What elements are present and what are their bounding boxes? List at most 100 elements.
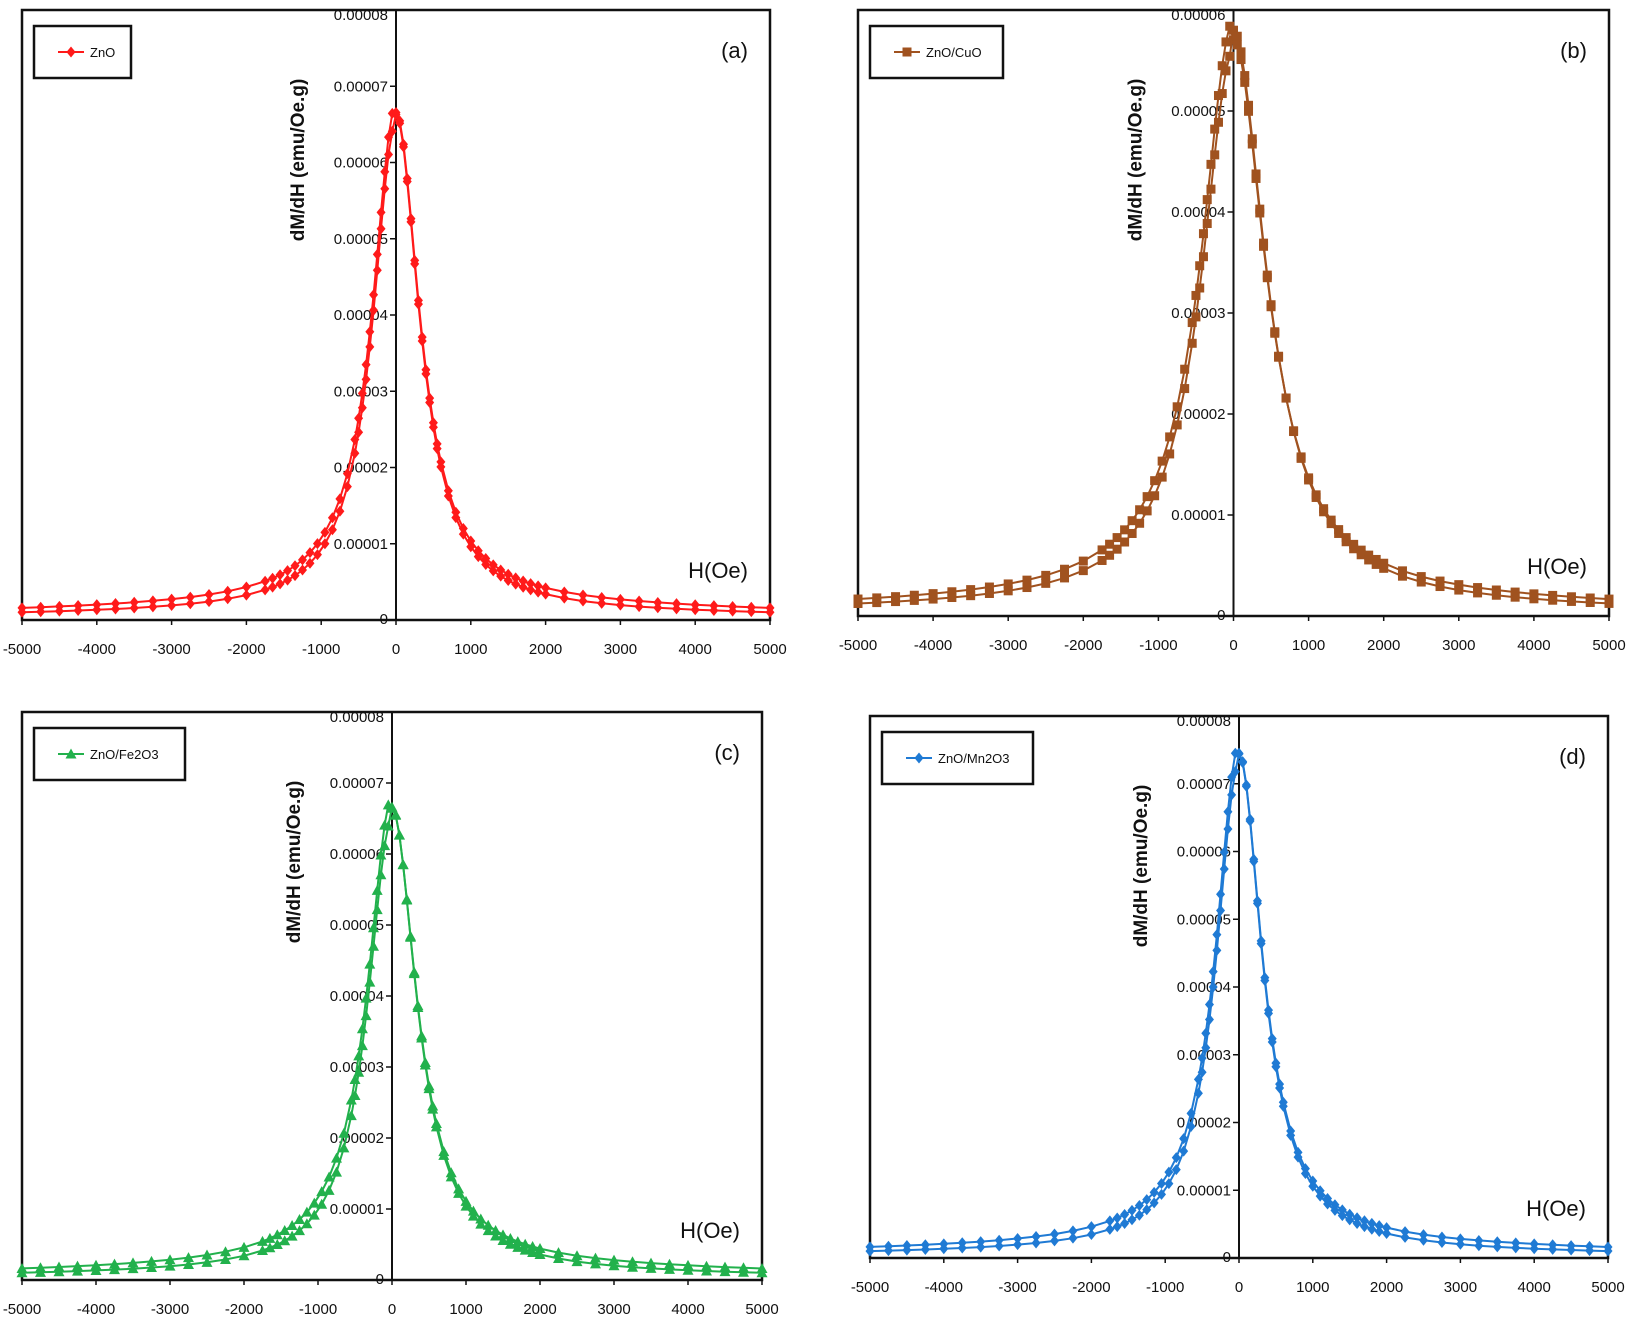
x-tick-label: 2000 — [1370, 1279, 1403, 1296]
data-point — [1603, 1245, 1613, 1257]
data-point — [1334, 528, 1344, 538]
data-point — [928, 589, 938, 599]
data-point — [410, 258, 420, 270]
data-point — [1195, 261, 1205, 271]
data-point — [1041, 570, 1051, 580]
data-point — [1352, 1212, 1362, 1224]
data-point — [1511, 1242, 1521, 1254]
data-point — [376, 206, 386, 218]
data-point — [597, 591, 607, 603]
data-point — [1382, 1222, 1392, 1234]
data-point — [375, 869, 387, 880]
data-point — [146, 1255, 157, 1266]
data-point — [460, 1200, 472, 1211]
data-point — [1180, 364, 1190, 374]
data-point — [909, 595, 919, 605]
x-tick-label: -5000 — [851, 1279, 889, 1296]
data-point — [1267, 1036, 1277, 1048]
data-point — [597, 597, 607, 609]
data-point — [1364, 550, 1374, 560]
data-point — [405, 931, 416, 942]
data-point — [260, 575, 270, 587]
data-point — [1274, 351, 1284, 361]
data-point — [865, 1245, 875, 1257]
data-point — [1206, 159, 1216, 169]
data-point — [1223, 823, 1233, 835]
data-point — [379, 840, 391, 851]
data-point — [353, 1066, 365, 1077]
data-point — [1105, 539, 1115, 549]
data-point — [627, 1256, 638, 1267]
y-axis-label: dM/dH (emu/Oe.g) — [1131, 785, 1152, 948]
data-point — [664, 1263, 675, 1274]
y-tick-label: 0.00005 — [334, 231, 388, 248]
data-point — [1186, 1121, 1196, 1133]
data-point — [364, 976, 376, 987]
data-point — [496, 564, 506, 576]
data-point — [1060, 564, 1070, 574]
data-point — [164, 1254, 176, 1265]
data-point — [1304, 475, 1314, 485]
data-point — [320, 526, 330, 538]
data-point — [1157, 1188, 1167, 1200]
data-point — [503, 575, 513, 587]
data-point — [590, 1258, 601, 1269]
data-point — [305, 557, 315, 569]
data-point — [16, 1267, 28, 1278]
data-point — [1198, 252, 1208, 262]
data-point — [1078, 556, 1088, 566]
data-point — [1050, 1228, 1059, 1240]
data-point — [1300, 1168, 1310, 1180]
data-point — [301, 1206, 313, 1217]
x-tick-label: -3000 — [998, 1279, 1036, 1296]
data-point — [1359, 1221, 1369, 1233]
data-point — [1281, 393, 1291, 403]
data-point — [1266, 300, 1276, 310]
data-point — [1112, 1221, 1122, 1233]
data-point — [241, 589, 251, 601]
x-tick-label: 4000 — [671, 1301, 704, 1318]
data-point — [1232, 40, 1242, 50]
data-point — [1164, 1178, 1174, 1190]
data-point — [1216, 888, 1226, 900]
data-point — [466, 541, 476, 553]
data-point — [1221, 37, 1231, 47]
data-point — [984, 582, 994, 592]
data-point — [223, 593, 233, 605]
data-point — [129, 602, 139, 614]
chart-panel-3: 00.000010.000020.000030.000040.000050.00… — [3, 709, 779, 1318]
legend-marker — [914, 752, 924, 764]
data-point — [1435, 576, 1445, 586]
x-tick-label: 5000 — [745, 1301, 778, 1318]
data-point — [72, 1260, 83, 1271]
data-point — [490, 1230, 502, 1241]
data-point — [1416, 577, 1426, 587]
data-point — [1367, 1217, 1377, 1229]
data-point — [1356, 545, 1366, 555]
data-point — [1379, 563, 1389, 573]
x-tick-label: 0 — [392, 641, 400, 658]
data-point — [1191, 312, 1201, 322]
panel-label: (c) — [714, 740, 740, 765]
data-point — [1474, 1240, 1484, 1252]
data-point — [1337, 1204, 1347, 1216]
data-point — [1492, 1241, 1502, 1253]
x-tick-label: 2000 — [529, 641, 562, 658]
y-tick-label: 0.00001 — [1171, 507, 1225, 524]
data-point — [1419, 1229, 1428, 1241]
y-tick-label: 0.00004 — [1171, 204, 1225, 221]
data-point — [286, 1220, 298, 1231]
data-point — [527, 1246, 539, 1257]
data-point — [298, 554, 307, 566]
chart-panel-4: 00.000010.000020.000030.000040.000050.00… — [851, 713, 1625, 1296]
data-point — [1003, 579, 1013, 589]
data-point — [1371, 559, 1381, 569]
data-point — [1022, 583, 1032, 593]
data-point — [323, 1184, 335, 1195]
data-point — [365, 341, 375, 353]
data-point — [1367, 1223, 1377, 1235]
data-point — [571, 1256, 583, 1267]
data-point — [127, 1257, 139, 1268]
data-point — [360, 992, 372, 1003]
data-point — [1217, 89, 1227, 99]
